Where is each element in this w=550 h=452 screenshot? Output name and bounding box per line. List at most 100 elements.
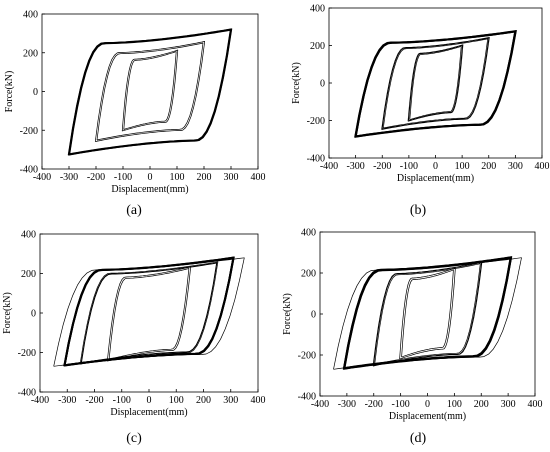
x-tick-label: -400 (33, 172, 51, 183)
hysteresis-loop-3 (68, 28, 232, 156)
hysteresis-loop-3 (355, 30, 516, 138)
hysteresis-loop-1 (123, 51, 177, 130)
x-tick-label: -100 (114, 172, 132, 183)
hysteresis-curves (53, 256, 245, 367)
x-axis-label: Displacement(mm) (111, 184, 188, 195)
x-tick-label: -400 (320, 161, 338, 172)
panel-label: (d) (410, 431, 427, 446)
hysteresis-loop-3 (68, 28, 232, 156)
hysteresis-loop-3 (69, 29, 231, 155)
hysteresis-loop-3 (344, 257, 511, 369)
hysteresis-loop-3 (67, 28, 233, 156)
chart-panel-1: -400 -300 -200 -100 0 100 200 300 400 400 200 0 -200… (4, 10, 266, 219)
hysteresis-loop-3 (69, 29, 231, 155)
x-tick-label: 100 (170, 172, 185, 183)
y-tick-label: 400 (301, 228, 316, 239)
hysteresis-loop-3 (355, 31, 516, 137)
x-tick-label: 400 (528, 399, 543, 410)
hysteresis-loop-2 (381, 37, 490, 130)
x-tick-label: 100 (447, 399, 462, 410)
x-axis-label: Displacement(mm) (389, 411, 466, 422)
y-axis-label: Force(kN) (282, 293, 293, 335)
hysteresis-curves (333, 256, 522, 370)
chart-panel-4: -400 -300 -200 -100 0 100 200 300 400 400 200 0 -200… (282, 228, 543, 447)
y-tick-label: -400 (307, 154, 325, 165)
y-tick-label: 400 (23, 10, 38, 21)
x-tick-label: 300 (501, 399, 516, 410)
x-tick-label: 200 (481, 161, 496, 172)
plot-frame (41, 13, 259, 170)
x-tick-label: -300 (58, 395, 76, 406)
y-tick-label: 400 (21, 230, 36, 241)
panel-label: (a) (126, 203, 142, 218)
y-tick-label: 400 (310, 4, 325, 15)
x-tick-label: 100 (455, 161, 470, 172)
x-tick-label: 0 (148, 172, 153, 183)
hysteresis-loop-3 (343, 257, 512, 369)
x-tick-label: 200 (197, 172, 212, 183)
y-axis-label: Force(kN) (4, 71, 15, 113)
hysteresis-curves (354, 30, 517, 138)
hysteresis-loop-2 (374, 263, 481, 365)
y-tick-label: -400 (298, 392, 316, 403)
y-tick-label: 200 (310, 41, 325, 52)
hysteresis-loop-2 (81, 262, 217, 364)
chart-panel-3: -400 -300 -200 -100 0 100 200 300 400 400 200 0 -200… (2, 230, 266, 447)
hysteresis-loop-1 (409, 45, 462, 121)
chart-panel-2: -400 -300 -200 -100 0 100 200 300 400 400 200 0 -200… (291, 4, 550, 219)
x-tick-label: -400 (31, 395, 49, 406)
y-tick-label: -400 (20, 165, 38, 176)
x-tick-label: 300 (223, 395, 238, 406)
hysteresis-loop-3 (68, 29, 232, 155)
hysteresis-curves (67, 28, 233, 156)
hysteresis-loop-3 (342, 256, 513, 370)
panel-label: (c) (126, 431, 142, 446)
hysteresis-loop-2 (80, 262, 218, 364)
y-tick-label: 0 (320, 79, 325, 90)
hysteresis-loop-1 (401, 269, 454, 358)
hysteresis-loop-3 (343, 257, 512, 369)
x-tick-label: -100 (391, 399, 409, 410)
x-tick-label: 100 (169, 395, 184, 406)
y-tick-label: -400 (18, 388, 36, 399)
hysteresis-loop-3 (354, 30, 517, 138)
hysteresis-loop-3 (343, 257, 512, 369)
y-tick-label: 200 (23, 48, 38, 59)
y-tick-label: 0 (31, 309, 36, 320)
plot-frame (319, 231, 536, 397)
x-tick-label: -300 (60, 172, 78, 183)
x-tick-label: -100 (113, 395, 131, 406)
x-tick-label: 400 (251, 172, 266, 183)
hysteresis-loop-1 (121, 49, 179, 132)
hysteresis-loop-3 (343, 256, 512, 370)
y-tick-label: -200 (20, 126, 38, 137)
hysteresis-loop-2 (382, 38, 489, 129)
plot-frame (39, 233, 259, 393)
hysteresis-loop-1 (407, 44, 464, 122)
y-axis-label: Force(kN) (2, 292, 13, 334)
hysteresis-loop-3 (344, 257, 511, 369)
y-axis-label: Force(kN) (291, 62, 302, 104)
hysteresis-loop-2 (96, 42, 204, 141)
y-tick-label: -200 (307, 116, 325, 127)
x-tick-label: -300 (346, 161, 364, 172)
hysteresis-loop-3 (343, 256, 512, 370)
x-tick-label: -200 (365, 399, 383, 410)
hysteresis-loop-3 (342, 256, 513, 370)
y-tick-label: 200 (21, 269, 36, 280)
x-tick-label: -400 (311, 399, 329, 410)
x-axis-label: Displacement(mm) (110, 407, 187, 418)
hysteresis-loop-1 (399, 267, 456, 360)
y-tick-label: -200 (298, 351, 316, 362)
hysteresis-loop-2 (94, 41, 206, 142)
y-tick-label: 0 (33, 87, 38, 98)
x-tick-label: -200 (85, 395, 103, 406)
panel-label: (b) (410, 203, 427, 218)
hysteresis-loop-1 (106, 266, 192, 362)
x-tick-label: -200 (87, 172, 105, 183)
hysteresis-loop-3 (343, 257, 512, 369)
x-tick-label: 400 (251, 395, 266, 406)
x-tick-label: 0 (433, 161, 438, 172)
x-tick-label: 0 (147, 395, 152, 406)
